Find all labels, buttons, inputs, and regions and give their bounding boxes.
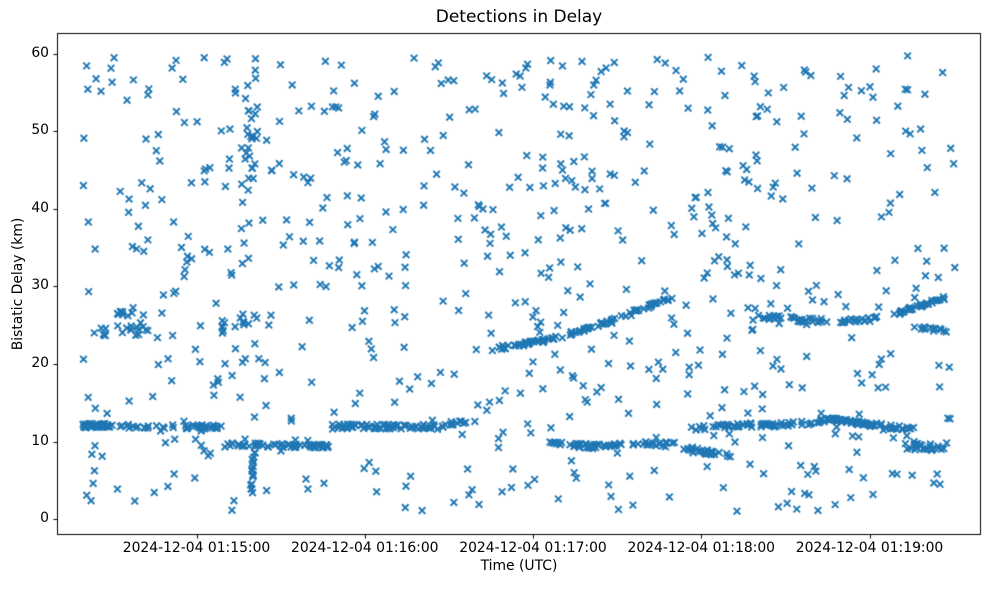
y-tick-label: 40 xyxy=(31,199,49,216)
x-tick-label: 2024-12-04 01:17:00 xyxy=(459,540,607,556)
chart-title: Detections in Delay xyxy=(435,7,603,27)
x-tick-label: 2024-12-04 01:15:00 xyxy=(122,540,271,556)
y-tick-label: 20 xyxy=(31,355,49,372)
y-tick-label: 50 xyxy=(31,122,49,139)
x-tick-label: 2024-12-04 01:19:00 xyxy=(795,540,944,556)
y-tick-label: 30 xyxy=(31,277,49,294)
x-axis-label: Time (UTC) xyxy=(480,558,558,574)
y-tick-label: 0 xyxy=(40,510,49,527)
y-tick-label: 10 xyxy=(31,432,49,449)
x-tick-label: 2024-12-04 01:16:00 xyxy=(290,540,439,556)
y-tick-label: 60 xyxy=(31,44,49,61)
x-tick-label: 2024-12-04 01:18:00 xyxy=(627,540,776,556)
